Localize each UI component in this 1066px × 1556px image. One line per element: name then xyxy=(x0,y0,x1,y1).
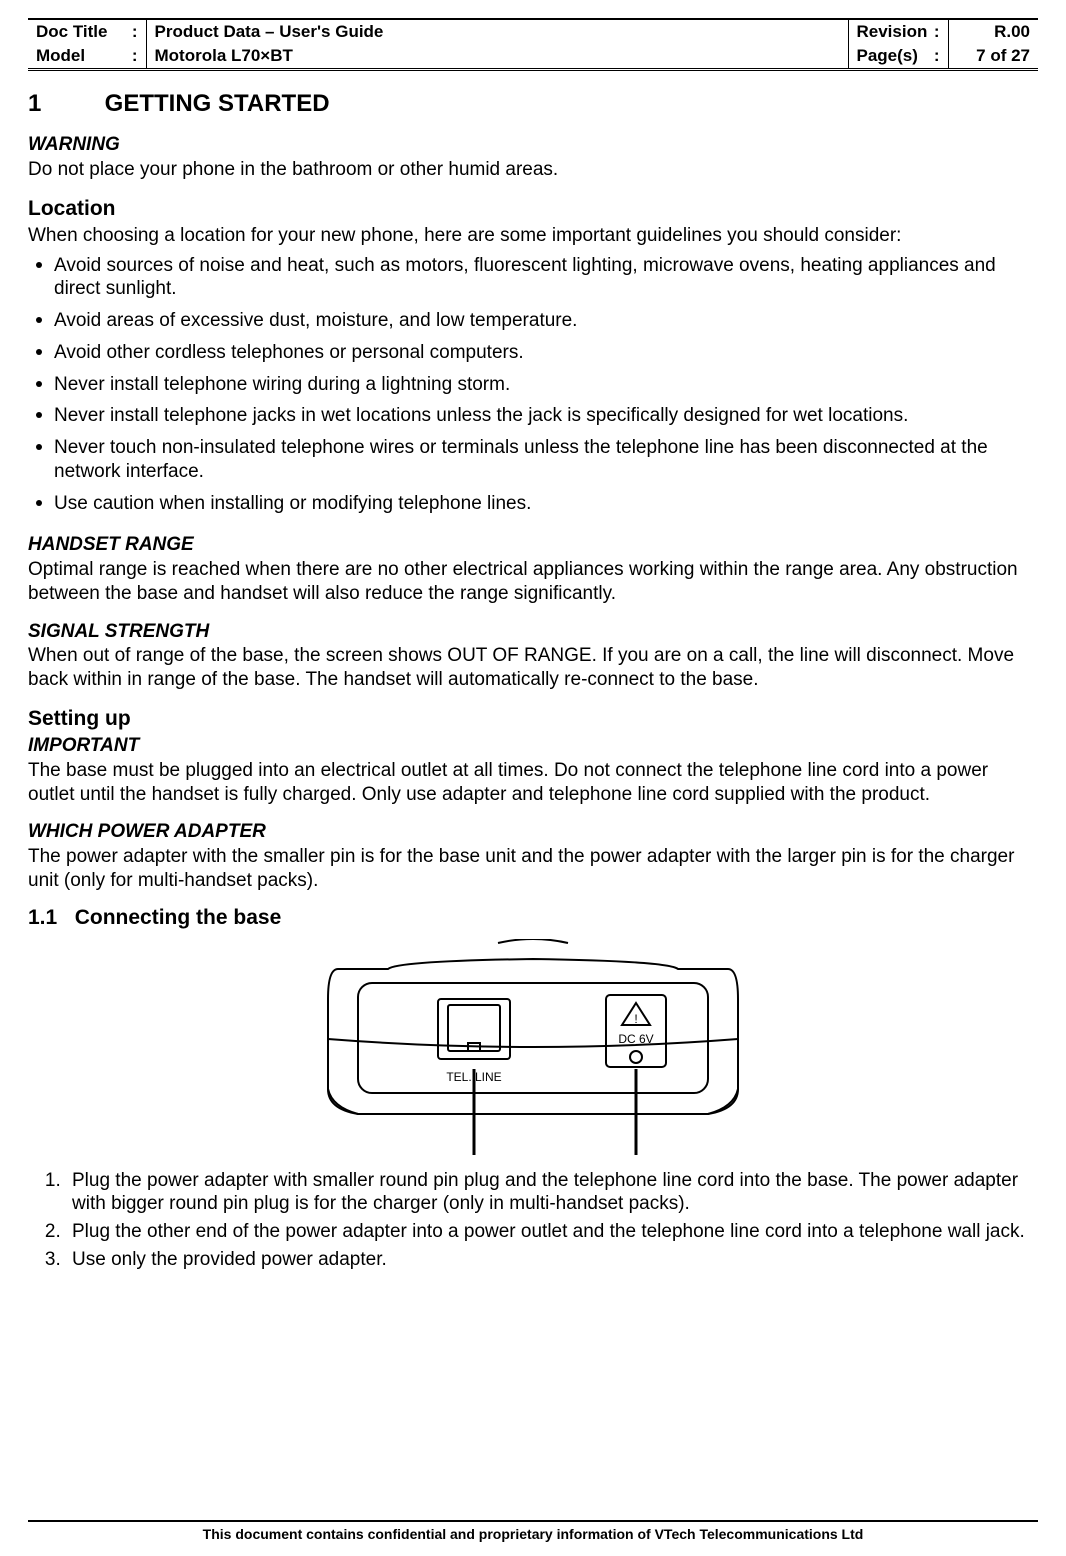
hdr-label-0-text: Doc Title xyxy=(36,22,107,41)
connect-base-heading: 1.1 Connecting the base xyxy=(28,905,1038,931)
diagram-panel xyxy=(358,983,708,1093)
base-diagram-svg: TEL. LINE ! DC 6V xyxy=(318,939,748,1155)
hdr-rval-0: R.00 xyxy=(948,19,1038,44)
warning-text: Do not place your phone in the bathroom … xyxy=(28,158,1038,182)
setting-up-heading: Setting up xyxy=(28,706,1038,732)
location-item: Avoid other cordless telephones or perso… xyxy=(32,337,1038,369)
section-1-number: 1 xyxy=(28,89,98,119)
hdr-rlabel-1-text: Page(s) xyxy=(857,46,918,65)
warning-heading: WARNING xyxy=(28,133,1038,157)
connect-base-steps: Plug the power adapter with smaller roun… xyxy=(28,1168,1038,1275)
hdr-colon-r0: : xyxy=(934,22,940,42)
hdr-colon-0: : xyxy=(132,22,138,42)
location-item: Avoid areas of excessive dust, moisture,… xyxy=(32,305,1038,337)
page-footer: This document contains confidential and … xyxy=(28,1520,1038,1542)
location-item: Never touch non-insulated telephone wire… xyxy=(32,432,1038,488)
connect-step: Plug the other end of the power adapter … xyxy=(66,1219,1038,1247)
dc-jack-hole xyxy=(630,1051,642,1063)
signal-strength-heading: SIGNAL STRENGTH xyxy=(28,620,1038,644)
location-item: Never install telephone wiring during a … xyxy=(32,369,1038,401)
which-adapter-text: The power adapter with the smaller pin i… xyxy=(28,845,1038,893)
location-list: Avoid sources of noise and heat, such as… xyxy=(32,250,1038,520)
hdr-label-model: Model : xyxy=(28,44,146,70)
hdr-label-1-text: Model xyxy=(36,46,85,65)
header-row-0: Doc Title : Product Data – User's Guide … xyxy=(28,19,1038,44)
location-item: Avoid sources of noise and heat, such as… xyxy=(32,250,1038,306)
hdr-val-0: Product Data – User's Guide xyxy=(146,19,848,44)
rj-jack-inner xyxy=(448,1005,500,1051)
connect-step: Plug the power adapter with smaller roun… xyxy=(66,1168,1038,1220)
important-text: The base must be plugged into an electri… xyxy=(28,759,1038,807)
warning-triangle-mark: ! xyxy=(634,1012,637,1026)
which-adapter-heading: WHICH POWER ADAPTER xyxy=(28,820,1038,844)
location-item: Never install telephone jacks in wet loc… xyxy=(32,400,1038,432)
page-content: 1 GETTING STARTED WARNING Do not place y… xyxy=(28,89,1038,1275)
location-heading: Location xyxy=(28,196,1038,222)
hdr-label-doctitle: Doc Title : xyxy=(28,19,146,44)
connect-base-title: Connecting the base xyxy=(75,906,282,929)
hdr-colon-1: : xyxy=(132,46,138,66)
section-1-title: GETTING STARTED xyxy=(105,90,330,117)
diagram-mid-curve xyxy=(328,1039,738,1047)
location-item: Use caution when installing or modifying… xyxy=(32,488,1038,520)
diagram-top-curve xyxy=(498,939,568,943)
hdr-rlabel-0-text: Revision xyxy=(857,22,928,41)
hdr-rlabel-1: Page(s) : xyxy=(848,44,948,70)
important-heading: IMPORTANT xyxy=(28,734,1038,758)
location-intro: When choosing a location for your new ph… xyxy=(28,224,1038,248)
hdr-colon-r1: : xyxy=(934,46,940,66)
dc-box xyxy=(606,995,666,1067)
doc-header-table: Doc Title : Product Data – User's Guide … xyxy=(28,18,1038,71)
header-row-1: Model : Motorola L70×BT Page(s) : 7 of 2… xyxy=(28,44,1038,70)
signal-strength-text: When out of range of the base, the scree… xyxy=(28,644,1038,692)
handset-range-heading: HANDSET RANGE xyxy=(28,533,1038,557)
connect-step: Use only the provided power adapter. xyxy=(66,1247,1038,1275)
handset-range-text: Optimal range is reached when there are … xyxy=(28,558,1038,606)
section-1-heading: 1 GETTING STARTED xyxy=(28,89,1038,119)
hdr-rlabel-0: Revision : xyxy=(848,19,948,44)
base-diagram: TEL. LINE ! DC 6V xyxy=(28,939,1038,1162)
hdr-rval-1: 7 of 27 xyxy=(948,44,1038,70)
connect-base-number: 1.1 xyxy=(28,906,57,929)
hdr-val-1: Motorola L70×BT xyxy=(146,44,848,70)
